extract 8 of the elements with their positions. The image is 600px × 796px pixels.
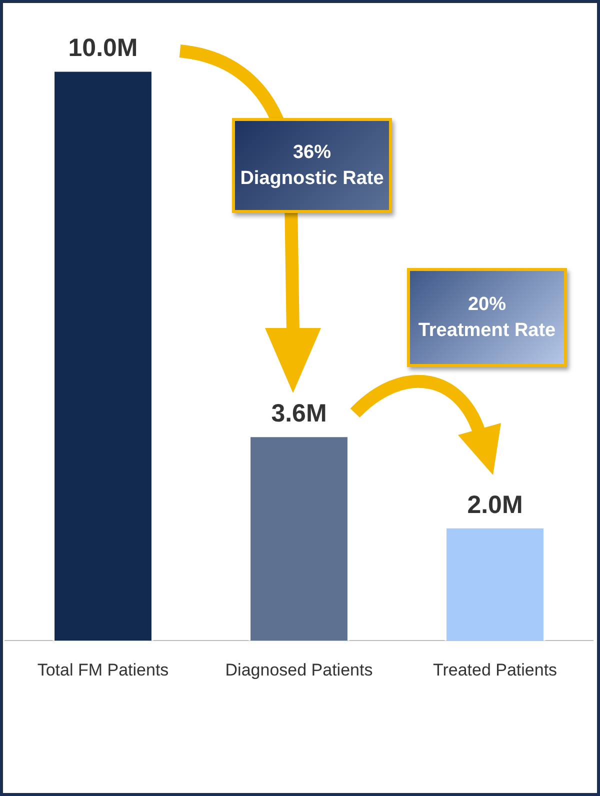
callout-box: 20% Treatment Rate <box>407 268 567 367</box>
x-tick-label: Diagnosed Patients <box>225 660 373 680</box>
data-label: 3.6M <box>271 399 327 428</box>
data-label: 2.0M <box>467 490 523 519</box>
callout-box: 36% Diagnostic Rate <box>232 118 392 213</box>
x-tick-label: Treated Patients <box>432 660 558 680</box>
data-label: 10.0M <box>68 34 138 62</box>
x-tick-label: Total FM Patients <box>37 660 169 680</box>
